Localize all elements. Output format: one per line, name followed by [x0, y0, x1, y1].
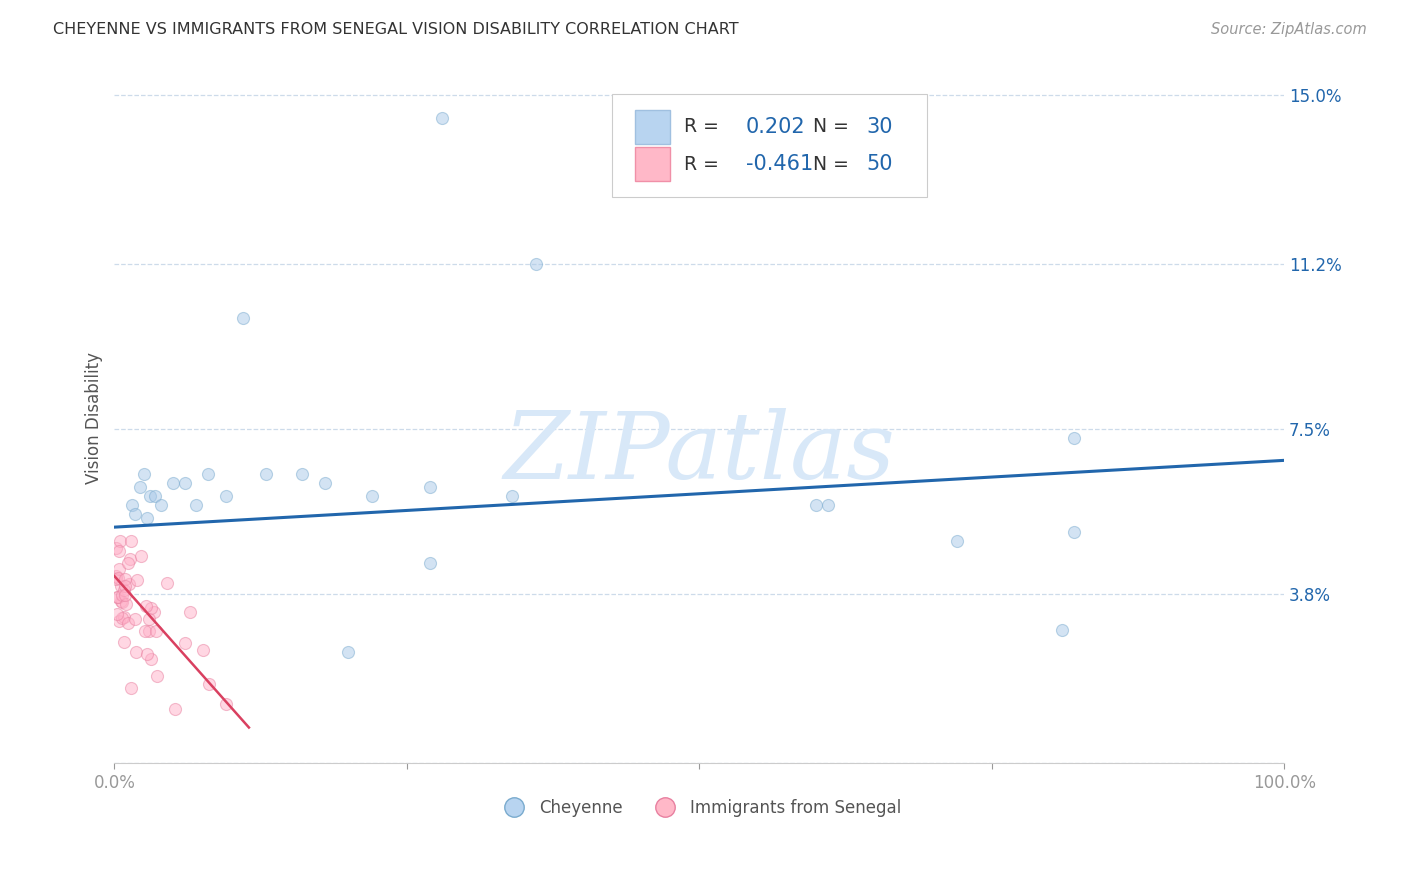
Point [193, 643, 215, 657]
Point [945, 533, 967, 548]
Point [214, 697, 236, 711]
Point [111, 594, 134, 608]
Point [136, 511, 159, 525]
Point [124, 507, 146, 521]
Point [419, 480, 441, 494]
Point [143, 489, 166, 503]
Text: ZIPatlas: ZIPatlas [503, 408, 896, 498]
Point [112, 582, 135, 597]
Point [138, 489, 160, 503]
Point [173, 475, 195, 490]
Point [806, 498, 828, 512]
Point [138, 612, 160, 626]
Bar [636, 147, 671, 181]
Point [139, 652, 162, 666]
Point [360, 489, 382, 503]
Point [337, 645, 360, 659]
Point [290, 467, 312, 481]
Point [135, 648, 157, 662]
Point [817, 498, 839, 512]
Point [121, 498, 143, 512]
Point [107, 571, 129, 585]
Text: R =: R = [685, 118, 718, 136]
Point [1050, 623, 1073, 637]
Point [111, 588, 134, 602]
Bar [636, 110, 671, 145]
Point [132, 467, 155, 481]
Text: CHEYENNE VS IMMIGRANTS FROM SENEGAL VISION DISABILITY CORRELATION CHART: CHEYENNE VS IMMIGRANTS FROM SENEGAL VISI… [53, 22, 740, 37]
Text: 0.202: 0.202 [747, 117, 806, 136]
Point [120, 681, 142, 695]
Point [111, 611, 134, 625]
Text: 30: 30 [866, 117, 893, 136]
Point [524, 257, 547, 271]
Point [143, 605, 166, 619]
Point [125, 644, 148, 658]
Y-axis label: Vision Disability: Vision Disability [86, 352, 103, 484]
Point [129, 549, 152, 564]
Legend: Cheyenne, Immigrants from Senegal: Cheyenne, Immigrants from Senegal [491, 792, 907, 824]
Point [314, 475, 336, 490]
Point [1063, 524, 1085, 539]
Point [104, 573, 127, 587]
Point [117, 556, 139, 570]
Point [174, 636, 197, 650]
Point [120, 552, 142, 566]
Text: Source: ZipAtlas.com: Source: ZipAtlas.com [1211, 22, 1367, 37]
Text: 50: 50 [866, 154, 893, 174]
Point [114, 579, 136, 593]
Point [110, 594, 132, 608]
Point [104, 541, 127, 556]
FancyBboxPatch shape [612, 94, 928, 197]
Point [197, 467, 219, 481]
Point [114, 572, 136, 586]
Point [145, 669, 167, 683]
Point [112, 609, 135, 624]
Point [135, 599, 157, 613]
Point [105, 591, 128, 605]
Point [419, 556, 441, 570]
Point [108, 562, 131, 576]
Point [114, 588, 136, 602]
Point [112, 635, 135, 649]
Point [120, 533, 142, 548]
Point [156, 576, 179, 591]
Point [108, 543, 131, 558]
Text: -0.461: -0.461 [747, 154, 813, 174]
Point [127, 574, 149, 588]
Point [197, 677, 219, 691]
Point [138, 624, 160, 638]
Point [124, 612, 146, 626]
Point [145, 624, 167, 638]
Point [214, 489, 236, 503]
Point [118, 577, 141, 591]
Point [150, 498, 173, 512]
Point [162, 475, 184, 490]
Text: N =: N = [813, 118, 849, 136]
Point [117, 616, 139, 631]
Point [186, 498, 208, 512]
Point [179, 605, 201, 619]
Point [129, 480, 152, 494]
Point [107, 590, 129, 604]
Point [1063, 431, 1085, 445]
Point [139, 601, 162, 615]
Point [256, 467, 278, 481]
Point [232, 310, 254, 325]
Point [134, 624, 156, 639]
Point [104, 568, 127, 582]
Text: R =: R = [685, 154, 718, 174]
Point [115, 597, 138, 611]
Point [107, 614, 129, 628]
Point [430, 111, 453, 125]
Point [501, 489, 523, 503]
Text: N =: N = [813, 154, 849, 174]
Point [110, 578, 132, 592]
Point [165, 702, 187, 716]
Point [110, 533, 132, 548]
Point [105, 607, 128, 621]
